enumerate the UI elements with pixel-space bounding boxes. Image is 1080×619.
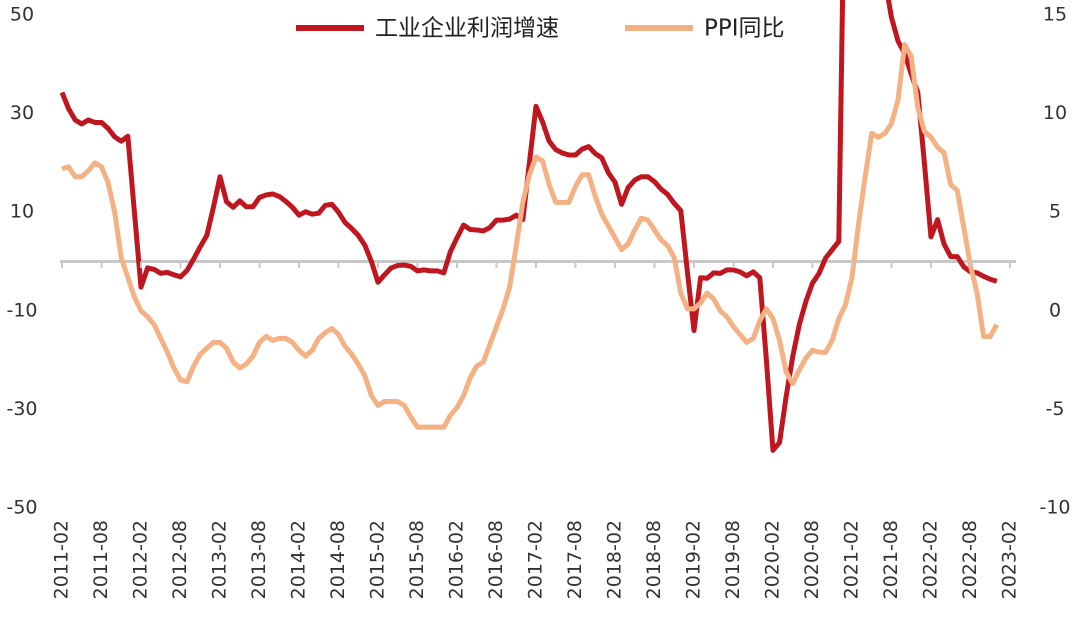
plot-area <box>59 0 999 453</box>
x-tick-label: 2012-08 <box>169 520 191 599</box>
x-tick-label: 2021-02 <box>840 520 862 599</box>
x-tick-label: 2019-08 <box>722 520 744 599</box>
y2-tick-label: -10 <box>1039 497 1070 519</box>
x-tick-label: 2020-02 <box>761 520 783 599</box>
x-tick-label: 2022-08 <box>959 520 981 599</box>
y-tick-label: -10 <box>6 299 37 321</box>
x-tick-label: 2020-08 <box>801 520 823 599</box>
y2-tick-label: 15 <box>1043 4 1067 26</box>
x-tick-label: 2011-08 <box>90 520 112 599</box>
y-tick-label: 10 <box>10 201 34 223</box>
x-tick-label: 2017-02 <box>524 520 546 599</box>
x-tick-label: 2011-02 <box>51 520 73 599</box>
x-tick-label: 2016-02 <box>445 520 467 599</box>
x-tick-label: 2015-08 <box>406 520 428 599</box>
x-tick-label: 2013-08 <box>248 520 270 599</box>
y2-tick-label: -5 <box>1046 398 1065 420</box>
y2-tick-label: 5 <box>1049 201 1061 223</box>
y-tick-label: -50 <box>6 497 37 519</box>
legend-label: 工业企业利润增速 <box>375 16 559 42</box>
x-tick-label: 2021-08 <box>880 520 902 599</box>
y2-tick-label: 10 <box>1043 102 1067 124</box>
y-tick-label: -30 <box>6 398 37 420</box>
x-tick-label: 2013-02 <box>208 520 230 599</box>
x-tick-label: 2012-02 <box>129 520 151 599</box>
y-tick-label: 50 <box>10 4 34 26</box>
x-tick-label: 2014-02 <box>287 520 309 599</box>
x-tick-label: 2023-02 <box>998 520 1020 599</box>
series-line <box>59 0 998 453</box>
y2-tick-label: 0 <box>1049 299 1061 321</box>
x-tick-label: 2018-02 <box>603 520 625 599</box>
legend-label: PPI同比 <box>704 16 785 42</box>
x-tick-label: 2022-02 <box>919 520 941 599</box>
series-line <box>61 42 999 430</box>
x-tick-label: 2017-08 <box>564 520 586 599</box>
x-tick-label: 2014-08 <box>327 520 349 599</box>
y-tick-label: 30 <box>10 102 34 124</box>
x-tick-label: 2019-02 <box>682 520 704 599</box>
x-tick-label: 2016-08 <box>485 520 507 599</box>
x-tick-label: 2015-02 <box>366 520 388 599</box>
x-tick-label: 2018-08 <box>643 520 665 599</box>
